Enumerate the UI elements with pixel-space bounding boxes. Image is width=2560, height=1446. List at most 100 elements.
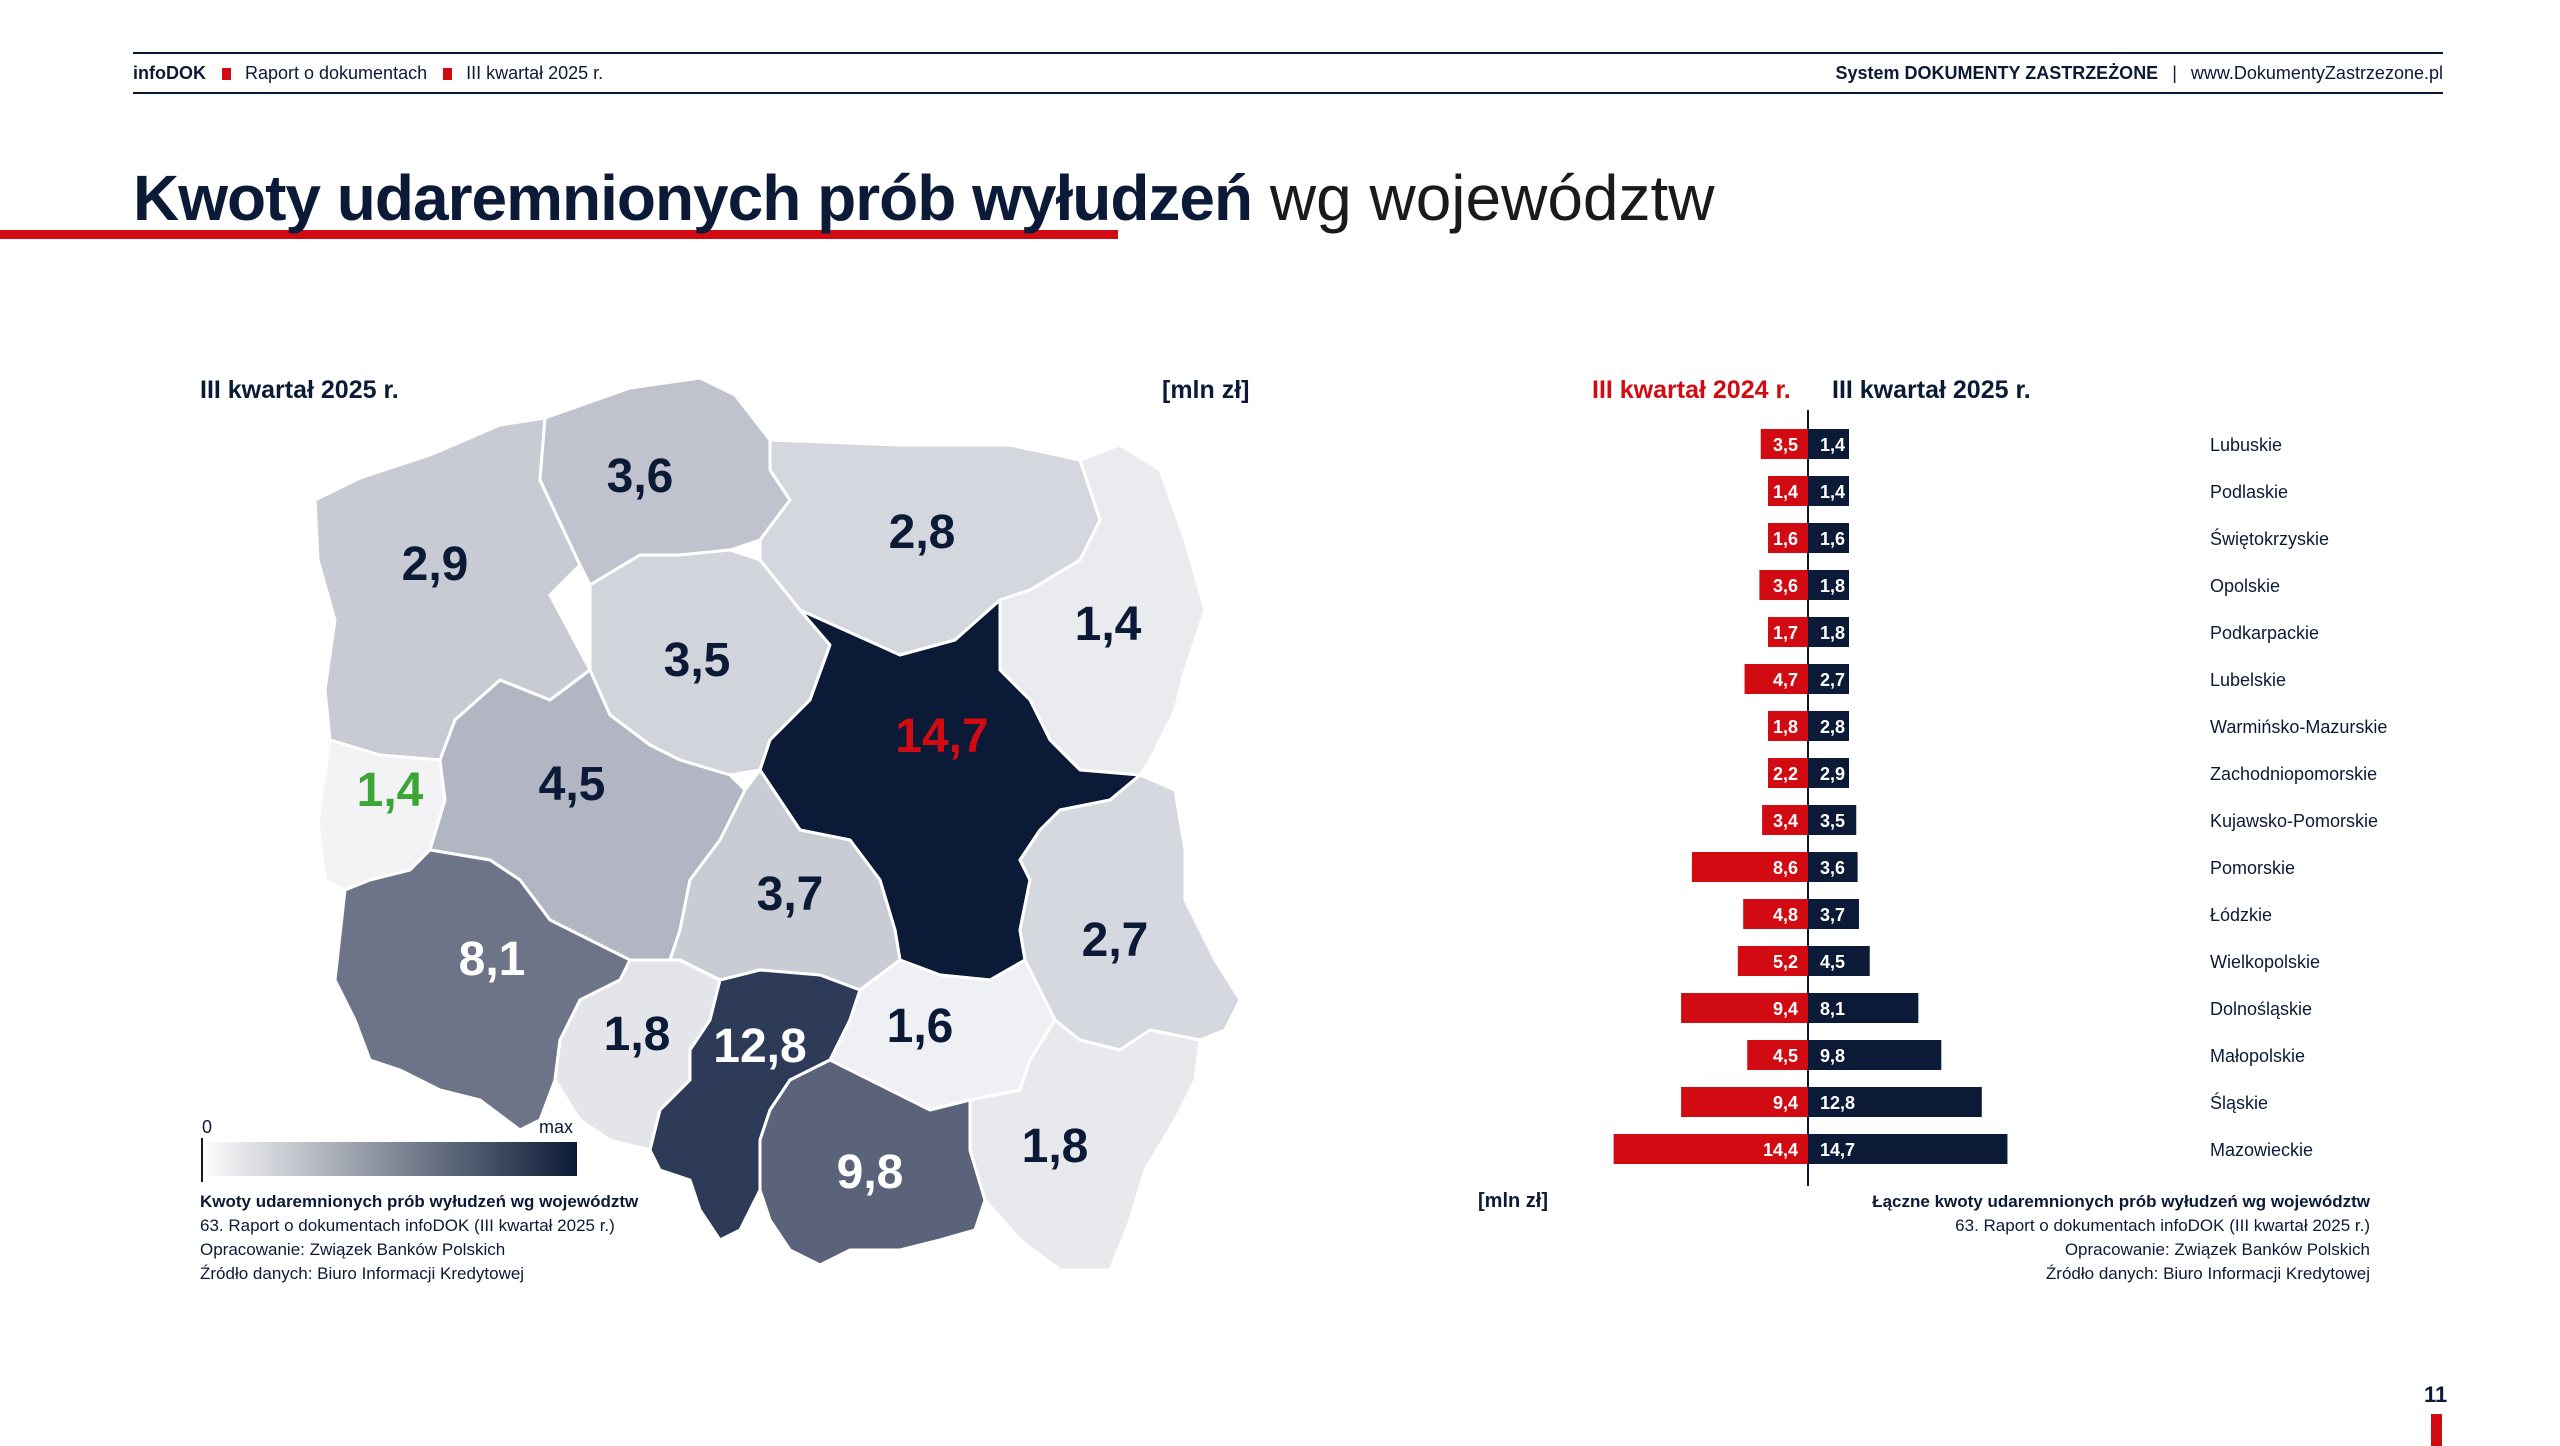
bar-2024-label: 14,4 xyxy=(1763,1140,1798,1160)
bar-2025-śląskie xyxy=(1809,1087,1982,1117)
bar-2024-label: 1,8 xyxy=(1773,717,1798,737)
category-label-świętokrzyskie: Świętokrzyskie xyxy=(2210,528,2329,549)
header-system: System DOKUMENTY ZASTRZEŻONE xyxy=(1835,63,2159,83)
bar-2025-zachodniopomorskie xyxy=(1809,758,1849,788)
series-2024-bars: 3,5 1,4 1,6 3,6 1,7 4,7 1,8 2,2 3,4 8,6 4,8 5,2 9,4 4… xyxy=(1613,429,1808,1164)
red-square-icon xyxy=(221,68,231,80)
bars-caption-line1: 63. Raport o dokumentach infoDOK (III kw… xyxy=(1955,1216,2370,1235)
bar-2025-label: 2,8 xyxy=(1820,717,1845,737)
bar-2025-lubelskie xyxy=(1809,664,1849,694)
bar-2025-label: 1,4 xyxy=(1820,482,1845,502)
bars-caption-line2: Opracowanie: Związek Banków Polskich xyxy=(2064,1240,2370,1259)
bar-2025-label: 1,6 xyxy=(1820,529,1845,549)
bar-2025-label: 8,1 xyxy=(1820,999,1845,1019)
bar-2024-label: 3,4 xyxy=(1773,811,1798,831)
category-labels: Lubuskie Podlaskie Świętokrzyskie Opolskie P… xyxy=(2210,435,2387,1160)
bar-2024-label: 2,2 xyxy=(1773,764,1798,784)
bar-2024-świętokrzyskie xyxy=(1768,523,1808,553)
header-left: infoDOK Raport o dokumentach III kwartał 2… xyxy=(133,63,603,84)
bar-2024-małopolskie xyxy=(1747,1040,1808,1070)
header-url[interactable]: www.DokumentyZastrzezone.pl xyxy=(2190,63,2443,83)
map-label-lubelskie: 2,7 xyxy=(1082,914,1149,967)
category-label-lubelskie: Lubelskie xyxy=(2210,670,2286,690)
bar-2024-zachodniopomorskie xyxy=(1768,758,1808,788)
bar-2024-podlaskie xyxy=(1768,476,1808,506)
map-region-labels: 2,9 3,6 2,8 1,4 3,5 1,4 4,5 14,7 3,7 2,7… xyxy=(357,450,1149,1199)
bar-2025-label: 3,5 xyxy=(1820,811,1845,831)
bar-2024-label: 1,6 xyxy=(1773,529,1798,549)
bar-2025-label: 2,9 xyxy=(1820,764,1845,784)
category-label-opolskie: Opolskie xyxy=(2210,576,2280,596)
bar-2024-label: 3,6 xyxy=(1773,576,1798,596)
series-2025-bars: 1,4 1,4 1,6 1,8 1,8 2,7 2,8 2,9 3,5 3,6 3,7 4,5 8,1 9… xyxy=(1809,429,2008,1164)
region-podkarpackie xyxy=(968,1018,1202,1272)
map-label-lodzkie: 3,7 xyxy=(757,868,824,921)
map-label-zachodniopomorskie: 2,9 xyxy=(402,538,469,591)
bar-2024-dolnośląskie xyxy=(1681,993,1808,1023)
page-title-bold: Kwoty udaremnionych prób wyłudzeń xyxy=(133,162,1253,234)
category-label-podkarpackie: Podkarpackie xyxy=(2210,623,2319,643)
category-label-zachodniopomorskie: Zachodniopomorskie xyxy=(2210,764,2377,784)
bar-2025-label: 4,5 xyxy=(1820,952,1845,972)
bar-2024-label: 9,4 xyxy=(1773,1093,1798,1113)
bar-2024-label: 4,5 xyxy=(1773,1046,1798,1066)
legend-gradient-bar xyxy=(202,1142,577,1176)
bar-2025-pomorskie xyxy=(1809,852,1858,882)
bar-2025-podlaskie xyxy=(1809,476,1849,506)
bar-2024-warmińsko-mazurskie xyxy=(1768,711,1808,741)
bar-2024-label: 1,4 xyxy=(1773,482,1798,502)
bar-2024-wielkopolskie xyxy=(1737,946,1808,976)
bar-2024-śląskie xyxy=(1681,1087,1808,1117)
bar-2025-dolnośląskie xyxy=(1809,993,1919,1023)
category-label-kujawsko-pomorskie: Kujawsko-Pomorskie xyxy=(2210,811,2378,831)
header-report: Raport o dokumentach xyxy=(244,63,428,83)
map-label-mazowieckie: 14,7 xyxy=(895,710,988,763)
bar-2024-lubuskie xyxy=(1760,429,1808,459)
bar-2025-kujawsko-pomorskie xyxy=(1809,805,1857,835)
map-label-opolskie: 1,8 xyxy=(604,1008,671,1061)
bar-2024-mazowieckie xyxy=(1613,1134,1808,1164)
header-quarter: III kwartał 2025 r. xyxy=(466,63,604,83)
map-caption: Kwoty udaremnionych prób wyłudzeń wg woj… xyxy=(200,1190,638,1286)
page-title-light: wg województw xyxy=(1269,162,1715,234)
header-bottom-rule xyxy=(133,92,2443,94)
title-underline-bar xyxy=(0,230,1118,239)
bar-2025-label: 1,8 xyxy=(1820,576,1845,596)
bars-caption: Łączne kwoty udaremnionych prób wyłudzeń… xyxy=(1872,1190,2370,1286)
bar-2025-łódzkie xyxy=(1809,899,1859,929)
bar-2024-lubelskie xyxy=(1744,664,1808,694)
map-label-slaskie: 12,8 xyxy=(713,1020,806,1073)
header-brand: infoDOK xyxy=(133,63,206,83)
bar-2024-pomorskie xyxy=(1691,852,1808,882)
header-separator: | xyxy=(2172,63,2177,83)
category-label-łódzkie: Łódzkie xyxy=(2210,905,2272,925)
bar-2025-świętokrzyskie xyxy=(1809,523,1849,553)
map-label-lubuskie: 1,4 xyxy=(357,764,424,817)
page-number: 11 xyxy=(2424,1382,2448,1407)
bars-caption-title: Łączne kwoty udaremnionych prób wyłudzeń… xyxy=(1872,1192,2370,1211)
bars-left-period-label: III kwartał 2024 r. xyxy=(1592,376,1791,404)
bar-2025-opolskie xyxy=(1809,570,1849,600)
map-caption-line2: Opracowanie: Związek Banków Polskich xyxy=(200,1240,506,1259)
category-label-małopolskie: Małopolskie xyxy=(2210,1046,2305,1066)
map-unit-label: [mln zł] xyxy=(1162,376,1250,404)
bar-2025-label: 2,7 xyxy=(1820,670,1845,690)
bar-2025-lubuskie xyxy=(1809,429,1849,459)
bar-2024-kujawsko-pomorskie xyxy=(1762,805,1808,835)
bar-2024-podkarpackie xyxy=(1768,617,1808,647)
bar-2025-mazowieckie xyxy=(1809,1134,2008,1164)
bar-2025-label: 3,7 xyxy=(1820,905,1845,925)
map-label-wielkopolskie: 4,5 xyxy=(539,758,606,811)
red-square-icon xyxy=(443,68,453,80)
map-label-pomorskie: 3,6 xyxy=(607,450,674,503)
bars-caption-line3: Źródło danych: Biuro Informacji Kredytow… xyxy=(2045,1264,2370,1283)
map-caption-title: Kwoty udaremnionych prób wyłudzeń wg woj… xyxy=(200,1192,639,1211)
bar-2024-opolskie xyxy=(1759,570,1808,600)
page-title: Kwoty udaremnionych prób wyłudzeń wg woj… xyxy=(133,160,1715,236)
category-label-dolnośląskie: Dolnośląskie xyxy=(2210,999,2312,1019)
page-number-bar xyxy=(2431,1414,2442,1446)
bar-2024-label: 9,4 xyxy=(1773,999,1798,1019)
bar-2025-label: 3,6 xyxy=(1820,858,1845,878)
bar-2025-label: 12,8 xyxy=(1820,1093,1855,1113)
